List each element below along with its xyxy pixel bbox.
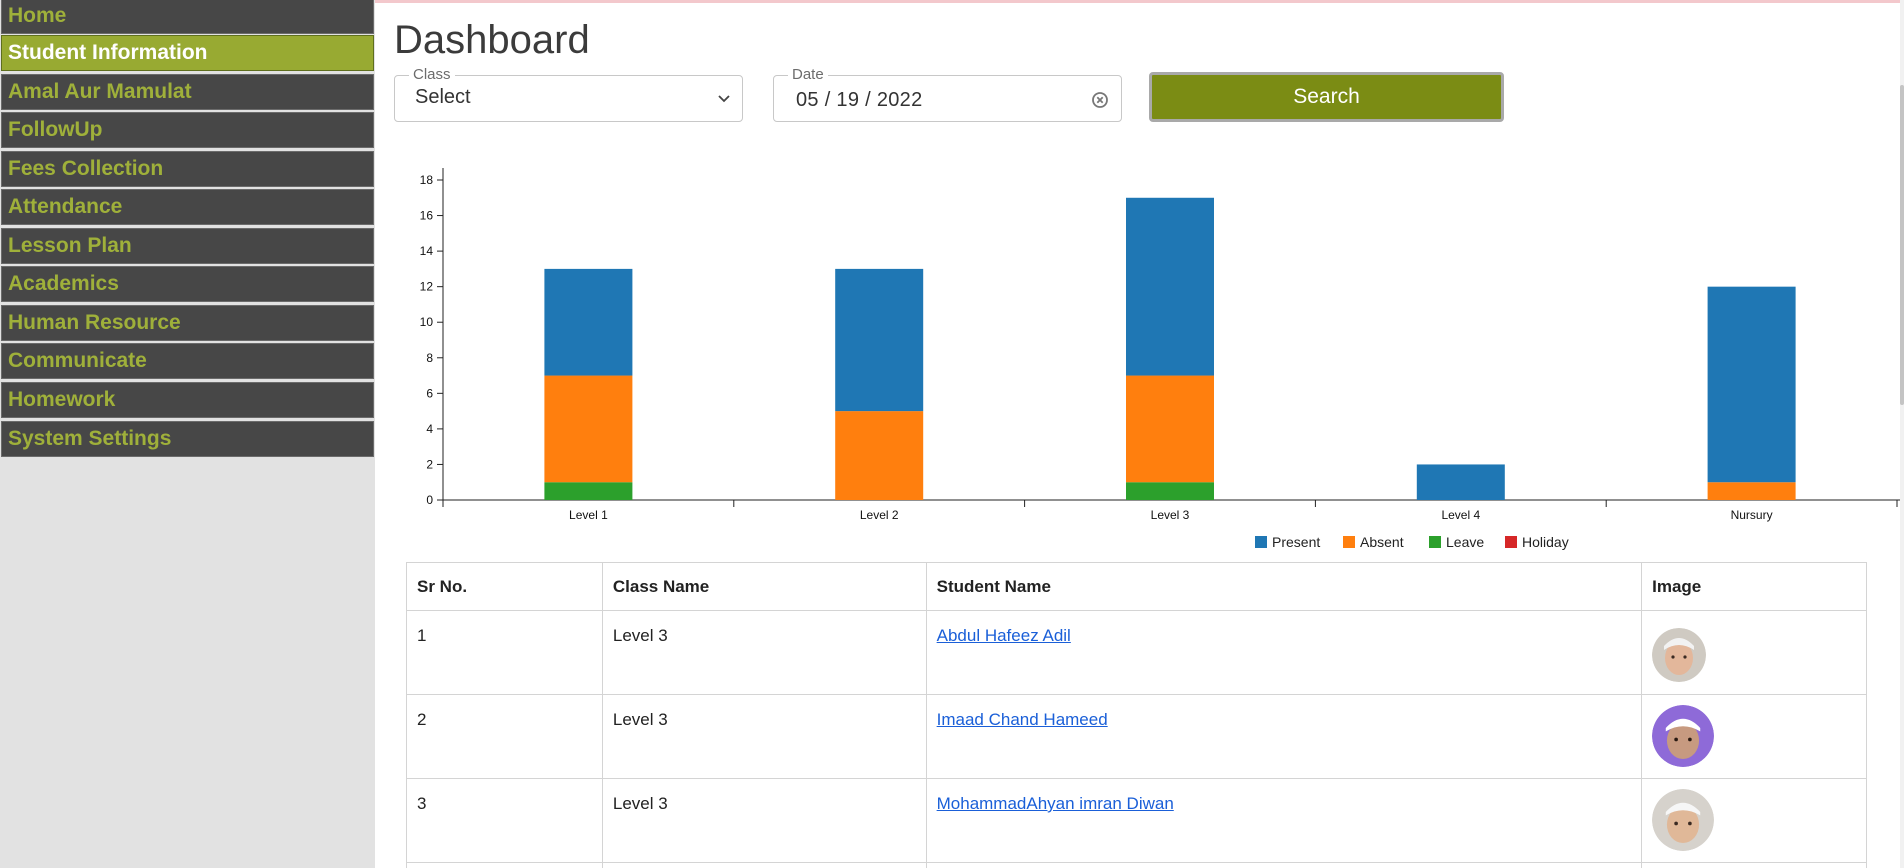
student-avatar	[1652, 705, 1715, 767]
legend-swatch-absent	[1343, 536, 1355, 548]
bar-absent-nursury	[1707, 482, 1796, 500]
bar-present-nursury	[1707, 286, 1796, 483]
legend-swatch-present	[1255, 536, 1267, 548]
date-input[interactable]: Date 05 / 19 / 2022	[773, 66, 1122, 122]
class-select[interactable]: Class Select	[394, 66, 743, 122]
x-tick-label: Level 2	[860, 508, 899, 522]
bar-leave-level-1	[544, 482, 633, 500]
y-tick-label: 18	[420, 173, 434, 187]
attendance-chart: 0 2 4 6 8 10 12 14 16 18 Level 1 Level 2 Level 3 Leve…	[420, 168, 1903, 550]
cell-class-name: Level 3	[601, 610, 927, 695]
y-tick-label: 4	[426, 422, 433, 436]
sidebar-item-lesson-plan[interactable]: Lesson Plan	[1, 228, 374, 264]
cell-image	[1641, 610, 1867, 695]
student-link[interactable]: Abdul Hafeez Adil	[936, 626, 1071, 645]
y-tick-label: 6	[426, 386, 433, 400]
search-button[interactable]: Search	[1149, 72, 1504, 122]
student-link[interactable]: MohammadAhyan imran Diwan	[936, 794, 1174, 813]
header-image: Image	[1641, 562, 1867, 611]
student-link[interactable]: Imaad Chand Hameed	[936, 710, 1108, 729]
class-select-value: Select	[415, 86, 471, 108]
class-label: Class	[409, 66, 455, 83]
sidebar-item-amal-aur-mamulat[interactable]: Amal Aur Mamulat	[1, 74, 374, 110]
chevron-down-icon	[718, 95, 730, 103]
y-tick-label: 2	[426, 457, 433, 471]
student-avatar	[1652, 628, 1707, 682]
table-row	[406, 862, 1867, 868]
scrollbar[interactable]	[1900, 0, 1904, 868]
sidebar-item-attendance[interactable]: Attendance	[1, 189, 374, 225]
sidebar-item-communicate[interactable]: Communicate	[1, 343, 374, 379]
sidebar-item-human-resource[interactable]: Human Resource	[1, 305, 374, 341]
y-tick-label: 0	[426, 493, 433, 507]
legend-label-present: Present	[1272, 534, 1320, 550]
cell-class-name: Level 3	[601, 778, 927, 863]
scrollbar-thumb[interactable]	[1900, 85, 1904, 405]
page-title: Dashboard	[394, 18, 590, 62]
cell-image	[1641, 778, 1867, 863]
bar-absent-level-3	[1126, 375, 1214, 483]
sidebar-item-fees-collection[interactable]: Fees Collection	[1, 151, 374, 187]
header-class-name: Class Name	[601, 562, 927, 611]
legend-label-absent: Absent	[1360, 534, 1404, 550]
clear-icon[interactable]	[1091, 91, 1109, 109]
cell-sr-no: 1	[406, 610, 603, 695]
cell-class-name: Level 3	[601, 694, 927, 779]
sidebar-item-system-settings[interactable]: System Settings	[1, 421, 374, 457]
sidebar-item-academics[interactable]: Academics	[1, 266, 374, 302]
cell-student-name: MohammadAhyan imran Diwan	[925, 778, 1643, 863]
x-tick-label: Level 4	[1441, 508, 1480, 522]
bar-present-level-3	[1126, 197, 1214, 376]
x-tick-label: Nursury	[1731, 508, 1773, 522]
header-student-name: Student Name	[925, 562, 1643, 611]
legend-swatch-holiday	[1505, 536, 1517, 548]
cell-sr-no: 2	[406, 694, 603, 779]
sidebar-item-student-information[interactable]: Student Information	[1, 35, 374, 71]
legend-label-holiday: Holiday	[1522, 534, 1569, 550]
bar-present-level-1	[544, 268, 633, 376]
y-tick-label: 8	[426, 351, 433, 365]
sidebar: Home Student Information Amal Aur Mamula…	[0, 0, 375, 868]
x-tick-label: Level 1	[569, 508, 608, 522]
date-input-value: 05 / 19 / 2022	[796, 89, 923, 111]
header-sr-no: Sr No.	[406, 562, 603, 611]
legend-label-leave: Leave	[1446, 534, 1484, 550]
cell-student-name: Imaad Chand Hameed	[925, 694, 1643, 779]
date-label: Date	[788, 66, 828, 83]
sidebar-item-home[interactable]: Home	[1, 0, 374, 34]
y-tick-label: 12	[420, 280, 434, 294]
y-tick-label: 10	[420, 315, 434, 329]
x-tick-label: Level 3	[1151, 508, 1190, 522]
bar-absent-level-2	[835, 411, 924, 500]
student-table: Sr No. Class Name Student Name Image 1 L…	[406, 562, 1867, 868]
table-row: 1 Level 3 Abdul Hafeez Adil	[406, 610, 1867, 695]
y-tick-label: 14	[420, 244, 434, 258]
sidebar-item-homework[interactable]: Homework	[1, 382, 374, 418]
bar-absent-level-1	[544, 375, 633, 483]
cell-student-name: Abdul Hafeez Adil	[925, 610, 1643, 695]
cell-image	[1641, 694, 1867, 779]
bar-leave-level-3	[1126, 482, 1214, 500]
top-accent-strip	[375, 0, 1904, 3]
cell-sr-no: 3	[406, 778, 603, 863]
bar-present-level-2	[835, 268, 924, 412]
legend-swatch-leave	[1429, 536, 1441, 548]
bar-present-level-4	[1416, 464, 1505, 500]
sidebar-item-followup[interactable]: FollowUp	[1, 112, 374, 148]
y-tick-label: 16	[420, 209, 434, 223]
table-row: 2 Level 3 Imaad Chand Hameed	[406, 694, 1867, 779]
table-row: 3 Level 3 MohammadAhyan imran Diwan	[406, 778, 1867, 863]
table-header-row: Sr No. Class Name Student Name Image	[406, 562, 1867, 611]
student-avatar	[1652, 789, 1715, 851]
